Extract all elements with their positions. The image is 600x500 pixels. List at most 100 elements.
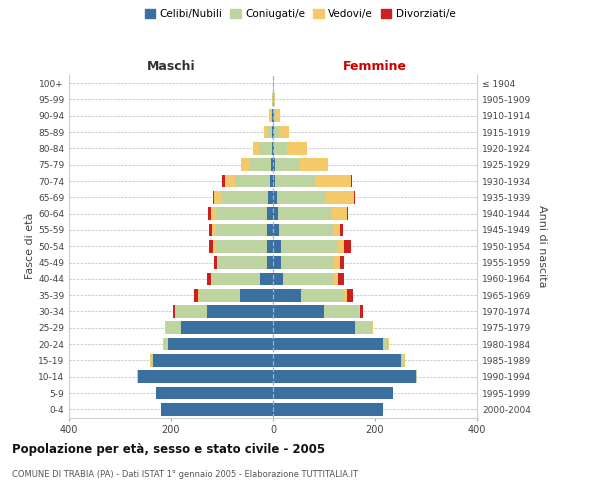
Bar [216, 208, 267, 220]
Bar [222, 174, 224, 188]
Bar [217, 256, 218, 269]
Bar [241, 158, 248, 171]
Bar [176, 305, 206, 318]
Bar [383, 338, 388, 350]
Bar [273, 322, 355, 334]
Bar [209, 240, 214, 252]
Bar [278, 208, 332, 220]
Bar [181, 322, 273, 334]
Bar [273, 208, 278, 220]
Text: Popolazione per età, sesso e stato civile - 2005: Popolazione per età, sesso e stato civil… [12, 442, 325, 456]
Bar [212, 224, 216, 236]
Bar [273, 289, 301, 302]
Bar [235, 174, 271, 188]
Bar [194, 289, 198, 302]
Y-axis label: Anni di nascita: Anni di nascita [536, 205, 547, 288]
Bar [206, 305, 273, 318]
Bar [156, 386, 273, 400]
Bar [214, 256, 217, 269]
Bar [273, 305, 324, 318]
Bar [164, 338, 169, 350]
Bar [161, 403, 273, 415]
Bar [273, 370, 416, 383]
Bar [151, 354, 153, 367]
Bar [271, 158, 273, 171]
Bar [353, 191, 355, 203]
Bar [277, 191, 326, 203]
Bar [149, 354, 151, 367]
Bar [315, 174, 350, 188]
Bar [273, 338, 383, 350]
Bar [267, 256, 273, 269]
Bar [273, 386, 393, 400]
Bar [209, 224, 212, 236]
Bar [274, 110, 275, 122]
Bar [300, 158, 328, 171]
Bar [216, 224, 267, 236]
Bar [273, 272, 283, 285]
Bar [271, 110, 272, 122]
Bar [301, 289, 344, 302]
Bar [274, 93, 275, 106]
Bar [211, 208, 216, 220]
Bar [137, 370, 138, 383]
Text: COMUNE DI TRABIA (PA) - Dati ISTAT 1° gennaio 2005 - Elaborazione TUTTITALIA.IT: COMUNE DI TRABIA (PA) - Dati ISTAT 1° ge… [12, 470, 358, 479]
Bar [338, 272, 344, 285]
Bar [267, 240, 273, 252]
Bar [273, 142, 274, 155]
Bar [344, 289, 347, 302]
Bar [272, 126, 273, 138]
Bar [273, 403, 383, 415]
Bar [275, 158, 300, 171]
Bar [212, 272, 260, 285]
Bar [324, 305, 359, 318]
Bar [173, 305, 175, 318]
Bar [169, 338, 273, 350]
Bar [211, 272, 212, 285]
Bar [163, 338, 164, 350]
Bar [401, 354, 404, 367]
Bar [165, 322, 166, 334]
Bar [216, 240, 267, 252]
Bar [272, 142, 273, 155]
Bar [332, 224, 340, 236]
Bar [287, 142, 307, 155]
Bar [340, 256, 344, 269]
Bar [269, 110, 271, 122]
Bar [264, 126, 268, 138]
Bar [275, 174, 315, 188]
Bar [344, 240, 350, 252]
Bar [279, 224, 332, 236]
Bar [274, 142, 287, 155]
Bar [388, 338, 389, 350]
Bar [332, 208, 347, 220]
Bar [350, 174, 352, 188]
Bar [267, 208, 273, 220]
Bar [268, 126, 272, 138]
Bar [166, 322, 181, 334]
Bar [273, 126, 274, 138]
Text: Maschi: Maschi [146, 60, 196, 72]
Bar [240, 289, 273, 302]
Bar [355, 322, 373, 334]
Text: Femmine: Femmine [343, 60, 407, 72]
Bar [326, 191, 353, 203]
Bar [138, 370, 273, 383]
Bar [259, 142, 272, 155]
Bar [268, 191, 273, 203]
Bar [153, 354, 273, 367]
Bar [416, 370, 418, 383]
Bar [273, 224, 279, 236]
Bar [267, 224, 273, 236]
Bar [222, 191, 268, 203]
Bar [283, 272, 334, 285]
Bar [248, 158, 271, 171]
Bar [224, 174, 235, 188]
Bar [281, 240, 337, 252]
Bar [347, 289, 353, 302]
Bar [273, 158, 275, 171]
Bar [359, 305, 360, 318]
Y-axis label: Fasce di età: Fasce di età [25, 213, 35, 280]
Bar [206, 272, 211, 285]
Bar [337, 240, 344, 252]
